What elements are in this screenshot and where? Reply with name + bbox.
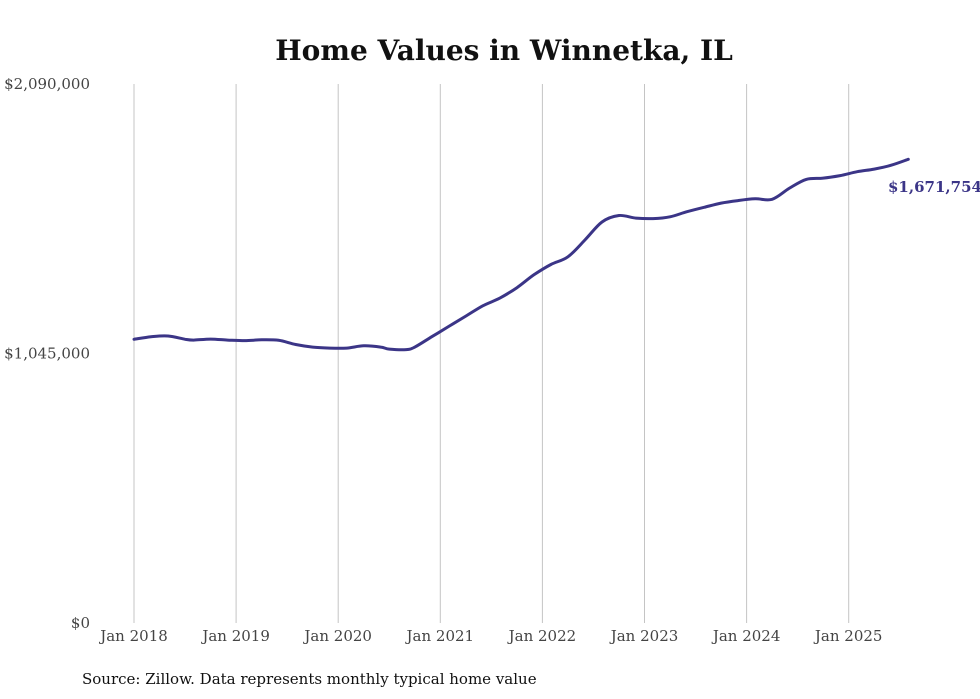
x-tick-label: Jan 2022: [507, 627, 577, 645]
x-tick-label: Jan 2025: [813, 627, 883, 645]
latest-value-label: $1,671,754: [888, 178, 980, 196]
x-tick-label: Jan 2023: [609, 627, 679, 645]
x-tick-label: Jan 2019: [200, 627, 270, 645]
x-tick-label: Jan 2018: [98, 627, 168, 645]
chart-title: Home Values in Winnetka, IL: [275, 34, 733, 67]
x-tick-label: Jan 2024: [711, 627, 781, 645]
vertical-gridlines: [133, 84, 850, 623]
home-value-series-line: [132, 157, 910, 352]
y-tick-label: $1,045,000: [4, 345, 90, 363]
y-tick-label: $0: [71, 614, 90, 632]
x-tick-label: Jan 2021: [405, 627, 475, 645]
x-tick-label: Jan 2020: [302, 627, 372, 645]
y-axis-tick-labels: $0 $1,045,000 $2,090,000: [4, 75, 90, 632]
y-tick-label: $2,090,000: [4, 75, 90, 93]
x-axis-tick-labels: Jan 2018 Jan 2019 Jan 2020 Jan 2021 Jan 2022…: [98, 627, 882, 645]
source-note: Source: Zillow. Data represents monthly …: [82, 670, 537, 688]
